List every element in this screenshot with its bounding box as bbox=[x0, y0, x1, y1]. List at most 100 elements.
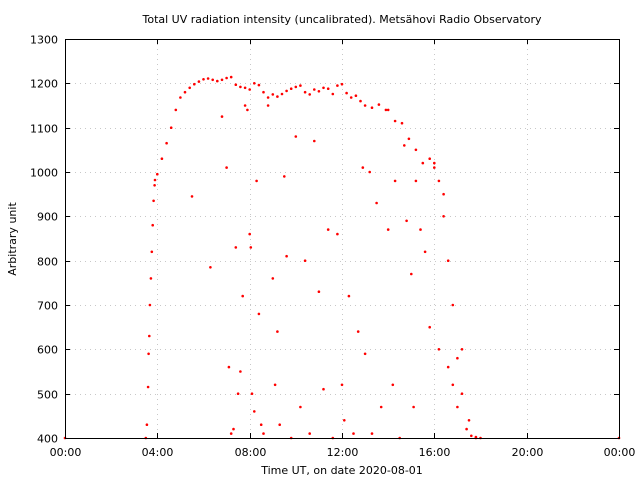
data-point bbox=[188, 86, 191, 90]
data-point bbox=[241, 294, 244, 298]
data-point bbox=[299, 405, 302, 409]
data-point bbox=[262, 432, 265, 435]
data-point bbox=[400, 121, 404, 125]
data-point bbox=[451, 383, 455, 387]
data-point bbox=[410, 272, 413, 276]
data-point bbox=[243, 86, 247, 90]
data-point bbox=[216, 79, 219, 83]
data-point bbox=[379, 405, 383, 409]
data-point bbox=[146, 385, 150, 389]
data-point bbox=[246, 108, 249, 112]
y-tick-label: 800 bbox=[37, 256, 58, 269]
data-point bbox=[343, 419, 346, 422]
data-point bbox=[271, 277, 275, 280]
data-point bbox=[322, 86, 325, 90]
data-point bbox=[423, 250, 427, 254]
data-point bbox=[470, 434, 473, 438]
data-point bbox=[347, 294, 351, 298]
data-point bbox=[147, 352, 150, 356]
data-point bbox=[393, 119, 397, 123]
chart-title: Total UV radiation intensity (uncalibrat… bbox=[142, 13, 542, 26]
data-point bbox=[363, 104, 367, 107]
data-point bbox=[253, 410, 256, 413]
data-point bbox=[384, 108, 388, 112]
data-point bbox=[336, 84, 339, 87]
data-point bbox=[421, 161, 425, 165]
data-point bbox=[331, 92, 335, 96]
y-tick-label: 900 bbox=[37, 211, 58, 224]
x-tick-label: 04:00 bbox=[142, 446, 174, 459]
y-tick-label: 1100 bbox=[30, 123, 58, 136]
y-axis: 400 500 600 700 800 900 1000 1100 1200 1300 bbox=[30, 34, 619, 446]
data-point bbox=[227, 365, 231, 369]
data-point bbox=[153, 178, 157, 182]
data-point bbox=[197, 80, 201, 83]
data-point bbox=[225, 166, 228, 169]
x-tick-label: 00:00 bbox=[50, 446, 82, 459]
data-point bbox=[386, 108, 390, 112]
data-point bbox=[225, 76, 228, 80]
data-point bbox=[349, 96, 353, 99]
data-point bbox=[280, 92, 284, 96]
data-point bbox=[419, 228, 422, 231]
data-point bbox=[460, 348, 464, 351]
data-points bbox=[63, 75, 621, 440]
data-point bbox=[145, 423, 149, 427]
y-tick-label: 600 bbox=[37, 344, 58, 357]
data-point bbox=[289, 87, 293, 90]
data-point bbox=[386, 228, 390, 231]
data-point bbox=[149, 277, 153, 280]
data-point bbox=[236, 392, 240, 396]
data-point bbox=[271, 93, 275, 96]
data-point bbox=[266, 96, 270, 99]
data-point bbox=[391, 383, 395, 387]
data-point bbox=[446, 365, 450, 369]
data-point bbox=[326, 87, 330, 90]
data-point bbox=[234, 246, 238, 249]
y-axis-label: Arbitrary unit bbox=[6, 202, 19, 276]
x-axis: 00:00 04:00 08:00 12:00 16:00 20:00 00:00 bbox=[50, 39, 636, 459]
data-point bbox=[255, 179, 258, 183]
data-point bbox=[190, 195, 194, 198]
data-point bbox=[403, 144, 406, 147]
x-tick-label: 00:00 bbox=[604, 446, 636, 459]
data-point bbox=[308, 93, 312, 96]
data-point bbox=[428, 325, 432, 329]
data-point bbox=[317, 290, 321, 294]
data-point bbox=[303, 259, 307, 263]
data-point bbox=[220, 115, 224, 118]
data-point bbox=[442, 192, 445, 196]
data-point bbox=[299, 84, 302, 87]
data-point bbox=[285, 89, 288, 93]
data-point bbox=[317, 90, 321, 93]
data-point bbox=[259, 423, 263, 427]
data-point bbox=[148, 334, 151, 338]
data-point bbox=[414, 148, 418, 152]
y-tick-label: 1000 bbox=[30, 167, 58, 180]
x-tick-label: 12:00 bbox=[327, 446, 359, 459]
data-point bbox=[148, 303, 152, 307]
data-point bbox=[257, 312, 261, 316]
data-point bbox=[313, 139, 316, 143]
data-point bbox=[322, 387, 325, 391]
data-point bbox=[359, 99, 362, 103]
y-tick-label: 1200 bbox=[30, 78, 58, 91]
data-point bbox=[456, 405, 459, 409]
data-point bbox=[253, 82, 256, 85]
data-point bbox=[266, 104, 270, 107]
y-tick-label: 400 bbox=[37, 433, 58, 446]
data-point bbox=[368, 170, 372, 174]
data-point bbox=[303, 90, 307, 94]
data-point bbox=[377, 103, 381, 106]
data-point bbox=[375, 201, 378, 205]
data-point bbox=[345, 91, 348, 95]
data-point bbox=[456, 356, 459, 360]
data-point bbox=[257, 83, 261, 87]
data-point bbox=[308, 432, 312, 435]
data-point bbox=[211, 78, 214, 82]
x-tick-label: 16:00 bbox=[419, 446, 451, 459]
data-point bbox=[433, 166, 436, 169]
data-point bbox=[340, 82, 344, 86]
data-point bbox=[183, 90, 187, 94]
data-point bbox=[354, 94, 358, 97]
